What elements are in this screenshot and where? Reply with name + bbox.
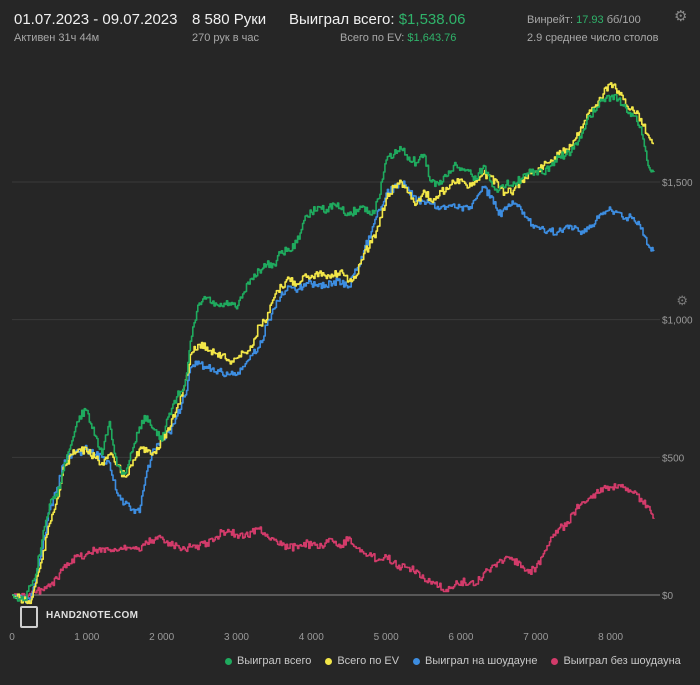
won-total-label: Выиграл всего: [289, 11, 395, 28]
y-tick-label: $0 [662, 591, 674, 602]
legend-label: Выиграл на шоудауне [425, 655, 538, 667]
won-total-value: $1,538.06 [398, 11, 466, 28]
gear-icon[interactable]: ⚙ [674, 8, 688, 25]
legend-label: Выиграл всего [237, 655, 312, 667]
x-tick-label: 0 [9, 632, 15, 643]
hands-count: 8 580 Руки [192, 11, 267, 28]
legend-dot-icon [225, 657, 232, 665]
x-tick-label: 2 000 [149, 632, 174, 643]
winrate-label: Винрейт: [527, 14, 574, 26]
logo-text: HAND2NOTE.COM [46, 610, 139, 621]
winrate-unit: бб/100 [606, 14, 641, 26]
x-tick-label: 6 000 [448, 632, 473, 643]
grid-lines [12, 181, 660, 596]
logo-mark-icon [20, 606, 38, 628]
legend-dot-icon [551, 657, 559, 665]
legend-label: Всего по EV [337, 655, 400, 667]
series-lines [12, 82, 655, 605]
chart-settings-icon[interactable]: ⚙ [676, 293, 688, 308]
ev-total: Всего по EV: $1,643.76 [340, 32, 456, 44]
date-range[interactable]: 01.07.2023 - 09.07.2023 [14, 11, 178, 28]
stats-header: 01.07.2023 - 09.07.2023 Активен 31ч 44м … [0, 0, 700, 50]
avg-tables: 2.9 среднее число столов [527, 32, 659, 44]
legend-item[interactable]: Выиграл без шоудауна [551, 655, 681, 667]
x-tick-label: 5 000 [374, 632, 399, 643]
x-axis-ticks: 0 1 000 2 000 3 000 4 000 5 000 6 000 7 000 8 00… [9, 632, 623, 643]
winrate: Винрейт: 17.93 бб/100 [527, 14, 641, 26]
legend-item[interactable]: Всего по EV [325, 655, 399, 667]
y-tick-label: $1,000 [662, 316, 693, 327]
y-tick-label: $1,500 [662, 178, 693, 189]
legend-item[interactable]: Выиграл на шоудауне [413, 655, 537, 667]
x-tick-label: 3 000 [224, 632, 249, 643]
x-tick-label: 7 000 [523, 632, 548, 643]
series-line [12, 483, 655, 600]
legend-dot-icon [413, 657, 421, 665]
ev-total-label: Всего по EV: [340, 32, 405, 44]
active-time: Активен 31ч 44м [14, 32, 100, 44]
legend-label: Выиграл без шоудауна [563, 655, 681, 667]
chart-legend: Выиграл всего Всего по EV Выиграл на шоуда… [225, 655, 695, 671]
x-tick-label: 4 000 [299, 632, 324, 643]
y-axis-ticks: $0 $500 $1,000 $1,500 [662, 178, 693, 602]
won-total: Выиграл всего: $1,538.06 [289, 11, 465, 28]
y-tick-label: $500 [662, 453, 685, 464]
legend-item[interactable]: Выиграл всего [225, 655, 311, 667]
series-line [12, 180, 655, 604]
legend-dot-icon [325, 657, 333, 665]
series-line [12, 93, 655, 602]
x-tick-label: 8 000 [598, 632, 623, 643]
ev-total-value: $1,643.76 [407, 32, 457, 44]
x-tick-label: 1 000 [74, 632, 99, 643]
winrate-value: 17.93 [576, 14, 604, 26]
hands-per-hour: 270 рук в час [192, 32, 260, 44]
